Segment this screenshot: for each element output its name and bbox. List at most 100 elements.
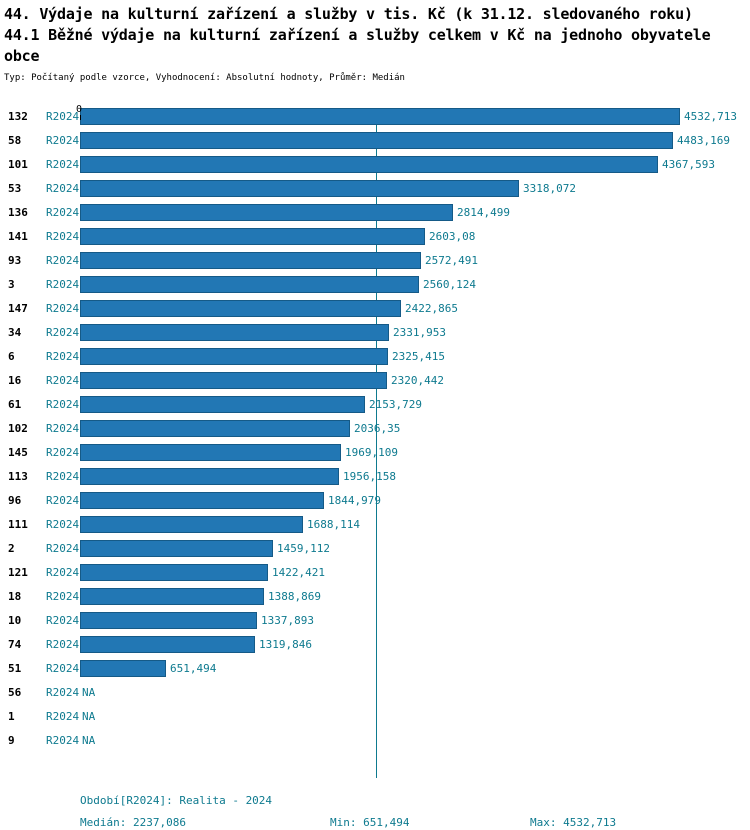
chart-row: 34 R2024 2331,953: [0, 320, 750, 344]
row-period-label: R2024: [46, 397, 80, 411]
row-id-label: 1: [8, 709, 15, 723]
axis-zero-label: 0: [76, 104, 83, 115]
chart-row: 147 R2024 2422,865: [0, 296, 750, 320]
bar-track: 1688,114: [80, 512, 750, 536]
row-id-label: 10: [8, 613, 22, 627]
bar-value-label: 1688,114: [307, 517, 360, 531]
median-stat: Medián: 2237,086: [80, 816, 186, 829]
value-bar: [80, 179, 519, 197]
bar-track: 2153,729: [80, 392, 750, 416]
row-period-label: R2024: [46, 733, 80, 747]
row-id-label: 51: [8, 661, 22, 675]
chart-row: 51 R2024 651,494: [0, 656, 750, 680]
row-period-label: R2024: [46, 133, 80, 147]
row-id-label: 53: [8, 181, 22, 195]
bar-track: NA: [80, 680, 750, 704]
value-bar: [80, 299, 401, 317]
value-bar: [80, 227, 425, 245]
row-period-label: R2024: [46, 613, 80, 627]
bar-value-label: 1422,421: [272, 565, 325, 579]
row-id-label: 113: [8, 469, 28, 483]
chart-row: 145 R2024 1969,109: [0, 440, 750, 464]
value-bar: [80, 131, 673, 149]
row-id-label: 145: [8, 445, 28, 459]
row-id-label: 132: [8, 109, 28, 123]
value-bar: [80, 347, 388, 365]
row-period-label: R2024: [46, 709, 80, 723]
chart-row: 6 R2024 2325,415: [0, 344, 750, 368]
row-id-label: 3: [8, 277, 15, 291]
chart-row: 113 R2024 1956,158: [0, 464, 750, 488]
row-id-label: 102: [8, 421, 28, 435]
row-period-label: R2024: [46, 253, 80, 267]
bar-track: 1388,869: [80, 584, 750, 608]
bar-value-label: 1337,893: [261, 613, 314, 627]
bar-value-label: 1969,109: [345, 445, 398, 459]
bar-track: 4532,713: [80, 104, 750, 128]
value-bar: [80, 443, 341, 461]
axis-tick: [80, 115, 81, 120]
row-period-label: R2024: [46, 445, 80, 459]
bar-track: 2331,953: [80, 320, 750, 344]
row-id-label: 96: [8, 493, 22, 507]
row-period-label: R2024: [46, 229, 80, 243]
bar-value-label: 2572,491: [425, 253, 478, 267]
bar-track: 651,494: [80, 656, 750, 680]
chart-row: 93 R2024 2572,491: [0, 248, 750, 272]
chart-row: 101 R2024 4367,593: [0, 152, 750, 176]
value-bar: [80, 155, 658, 173]
row-id-label: 111: [8, 517, 28, 531]
bar-value-label: 2325,415: [392, 349, 445, 363]
row-id-label: 61: [8, 397, 22, 411]
bar-value-label: 3318,072: [523, 181, 576, 195]
bar-track: 1319,846: [80, 632, 750, 656]
row-id-label: 9: [8, 733, 15, 747]
value-bar: [80, 395, 365, 413]
value-bar: [80, 515, 303, 533]
value-bar: [80, 611, 257, 629]
row-period-label: R2024: [46, 157, 80, 171]
row-period-label: R2024: [46, 589, 80, 603]
bar-value-label: 1388,869: [268, 589, 321, 603]
bar-track: 2603,08: [80, 224, 750, 248]
bar-track: 2325,415: [80, 344, 750, 368]
row-period-label: R2024: [46, 469, 80, 483]
row-id-label: 34: [8, 325, 22, 339]
bar-value-label: 4532,713: [684, 109, 737, 123]
bar-track: NA: [80, 704, 750, 728]
row-period-label: R2024: [46, 349, 80, 363]
value-bar: [80, 107, 680, 125]
chart-row: 18 R2024 1388,869: [0, 584, 750, 608]
row-period-label: R2024: [46, 205, 80, 219]
bar-track: 4483,169: [80, 128, 750, 152]
bar-value-label: 1459,112: [277, 541, 330, 555]
bar-track: 1422,421: [80, 560, 750, 584]
row-id-label: 18: [8, 589, 22, 603]
value-bar: [80, 275, 419, 293]
value-bar: [80, 491, 324, 509]
chart-row: 58 R2024 4483,169: [0, 128, 750, 152]
row-period-label: R2024: [46, 301, 80, 315]
bar-value-label: 2560,124: [423, 277, 476, 291]
value-bar: [80, 371, 387, 389]
row-period-label: R2024: [46, 541, 80, 555]
value-bar: [80, 587, 264, 605]
row-id-label: 58: [8, 133, 22, 147]
chart-row: 74 R2024 1319,846: [0, 632, 750, 656]
row-id-label: 56: [8, 685, 22, 699]
bar-track: 1956,158: [80, 464, 750, 488]
max-stat: Max: 4532,713: [530, 816, 617, 829]
bar-value-label: 2320,442: [391, 373, 444, 387]
chart-row: 1 R2024 NA: [0, 704, 750, 728]
bar-track: 1969,109: [80, 440, 750, 464]
bar-track: 2036,35: [80, 416, 750, 440]
chart-row: 3 R2024 2560,124: [0, 272, 750, 296]
row-id-label: 101: [8, 157, 28, 171]
chart-row: 2 R2024 1459,112: [0, 536, 750, 560]
row-period-label: R2024: [46, 517, 80, 531]
row-period-label: R2024: [46, 181, 80, 195]
chart-row: 10 R2024 1337,893: [0, 608, 750, 632]
row-period-label: R2024: [46, 565, 80, 579]
bar-value-label: 2814,499: [457, 205, 510, 219]
